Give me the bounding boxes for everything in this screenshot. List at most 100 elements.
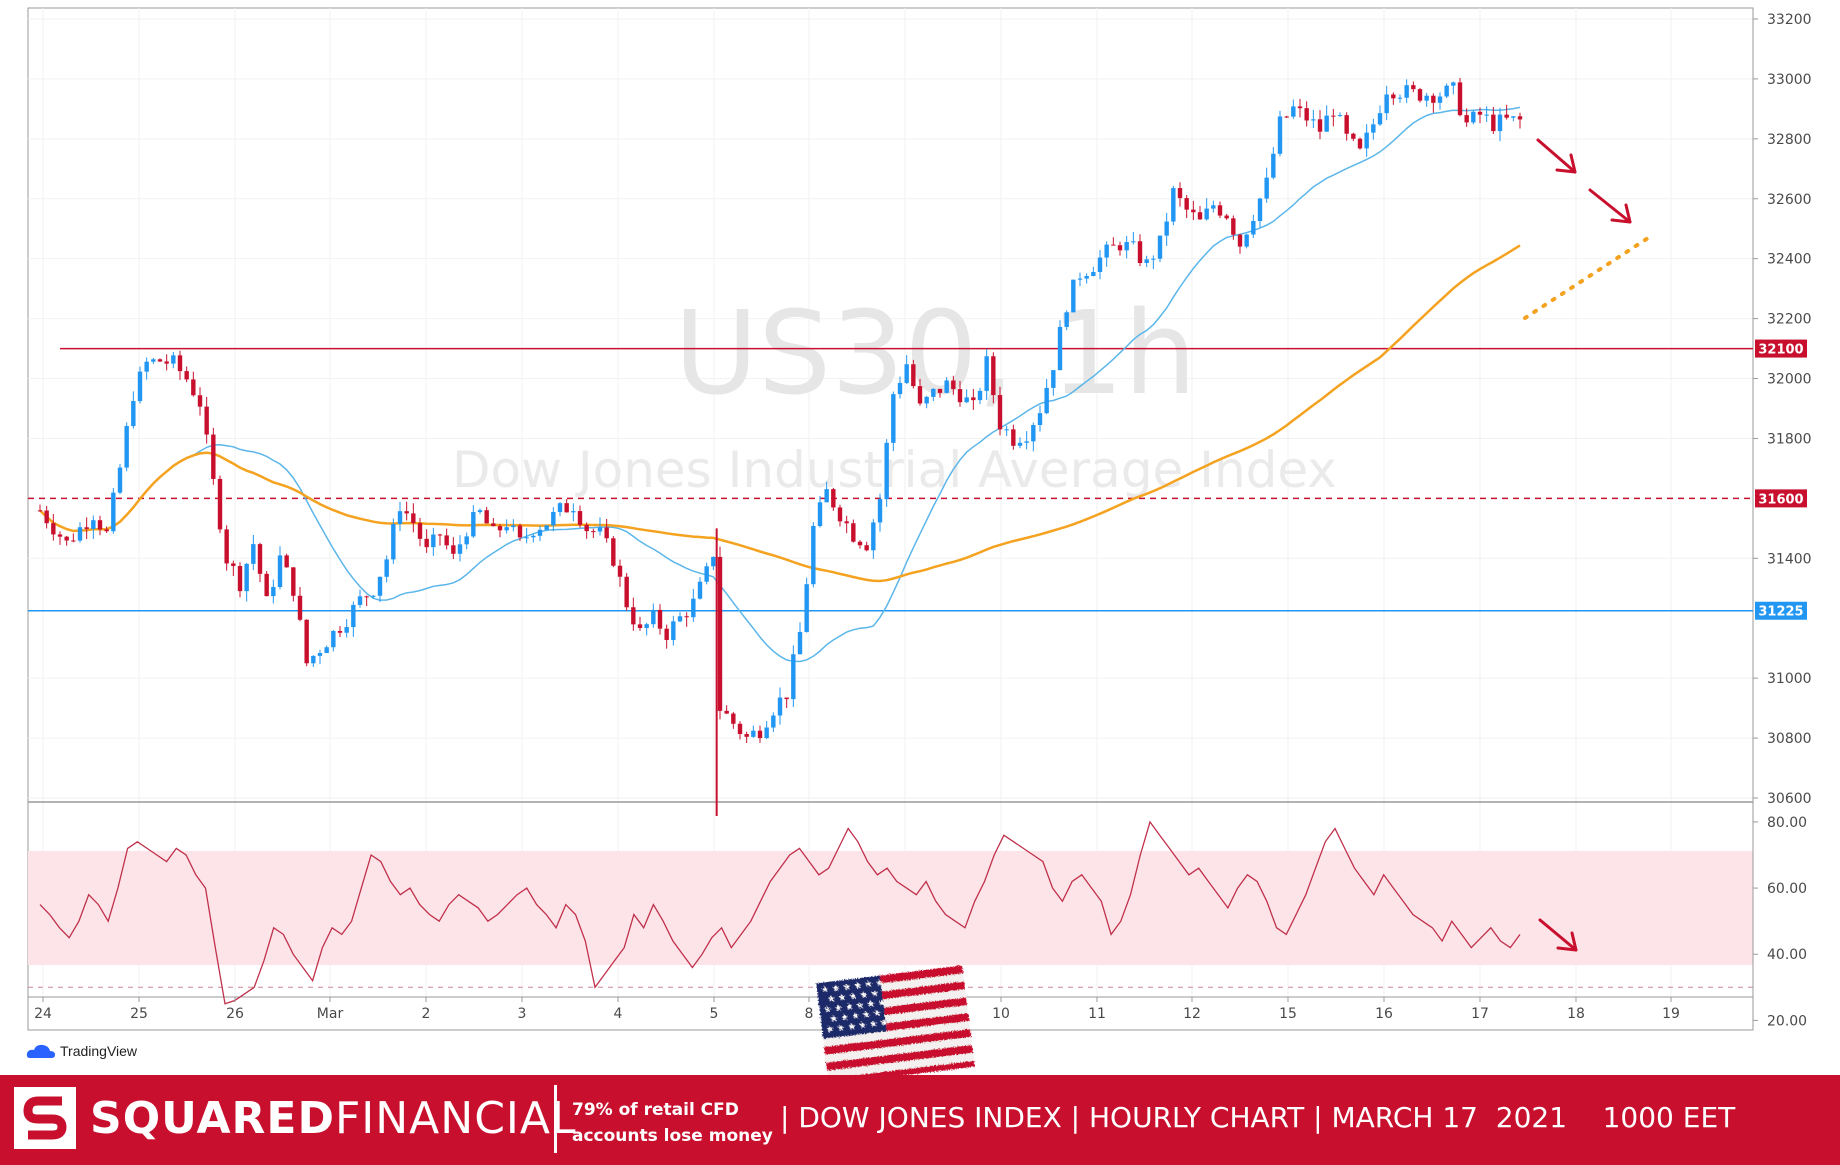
arrow-shaft bbox=[1536, 138, 1577, 174]
candle-body bbox=[1317, 119, 1323, 132]
time-tick-label: 4 bbox=[614, 1006, 623, 1022]
candle-body bbox=[257, 544, 263, 574]
level-tag-label: 32100 bbox=[1758, 343, 1803, 358]
candle-body bbox=[1311, 119, 1316, 121]
time-tick-label: Mar bbox=[317, 1006, 344, 1022]
arrow-head bbox=[1610, 203, 1632, 224]
risk-warning: 79% of retail CFD accounts lose money bbox=[572, 1097, 773, 1149]
candle-body bbox=[1404, 85, 1409, 98]
candle-body bbox=[1444, 85, 1449, 97]
candle-body bbox=[551, 512, 556, 526]
candle-body bbox=[317, 653, 323, 656]
candle-body bbox=[564, 503, 569, 513]
candle-body bbox=[177, 355, 183, 372]
moving-averages bbox=[39, 106, 1650, 663]
candle-body bbox=[71, 540, 76, 542]
candle-body bbox=[1197, 212, 1203, 220]
candle-body bbox=[391, 524, 396, 560]
candle-body bbox=[1457, 82, 1463, 116]
time-tick-label: 18 bbox=[1567, 1006, 1585, 1022]
candle-body bbox=[1517, 116, 1523, 120]
price-tick-label: 31800 bbox=[1767, 431, 1812, 447]
candle-body bbox=[1364, 132, 1369, 149]
arrow-head bbox=[1556, 931, 1578, 952]
candle-body bbox=[1224, 215, 1229, 219]
candle-body bbox=[591, 531, 596, 533]
candle-body bbox=[331, 630, 336, 648]
candle-body bbox=[1304, 108, 1309, 121]
tradingview-logo[interactable]: TradingView bbox=[26, 1040, 137, 1062]
price-tick-label: 32200 bbox=[1767, 312, 1812, 328]
candle-body bbox=[291, 567, 296, 596]
candle-body bbox=[831, 489, 836, 508]
candle-body bbox=[637, 624, 643, 628]
candle-body bbox=[1171, 188, 1176, 222]
candle-body bbox=[731, 713, 736, 724]
risk-line-1: 79% of retail CFD bbox=[572, 1100, 739, 1120]
candle-body bbox=[137, 371, 143, 402]
candle-body bbox=[424, 538, 429, 548]
time-tick-label: 19 bbox=[1662, 1006, 1680, 1022]
time-tick-label: 8 bbox=[805, 1006, 814, 1022]
candle-body bbox=[277, 555, 283, 587]
candle-body bbox=[111, 492, 116, 532]
candle-body bbox=[497, 526, 503, 531]
candle-body bbox=[1284, 116, 1289, 118]
down-arrow-icon bbox=[1536, 138, 1577, 174]
candle-body bbox=[224, 529, 229, 564]
candle-body bbox=[697, 581, 703, 599]
candle-body bbox=[1211, 205, 1216, 209]
candle-body bbox=[297, 595, 303, 620]
candle-body bbox=[271, 586, 276, 597]
candle-body bbox=[1131, 241, 1136, 243]
candle-body bbox=[1071, 279, 1076, 313]
candle-body bbox=[1031, 425, 1036, 442]
rsi-band bbox=[28, 851, 1753, 965]
candle-body bbox=[237, 566, 243, 592]
candle-body bbox=[1331, 115, 1336, 117]
candle-body bbox=[957, 389, 963, 403]
price-tick-label: 32000 bbox=[1767, 372, 1812, 388]
candle-body bbox=[77, 527, 83, 541]
arrow-shaft bbox=[1588, 188, 1632, 224]
candle-body bbox=[657, 609, 663, 629]
time-tick-label: 16 bbox=[1375, 1006, 1393, 1022]
candle-body bbox=[1091, 271, 1096, 277]
candle-body bbox=[1164, 221, 1169, 236]
candle-body bbox=[1391, 94, 1396, 99]
us-flag-icon: ★ ★ ★ ★ ★ ★ ★ ★ ★ ★ ★ ★ ★ ★ ★ ★ ★ ★ ★ ★ … bbox=[816, 965, 975, 1085]
candle-body bbox=[571, 511, 576, 513]
brand-name: SQUAREDFINANCIAL bbox=[90, 1093, 577, 1144]
time-tick-label: 10 bbox=[992, 1006, 1010, 1022]
candle-body bbox=[537, 529, 543, 536]
grid bbox=[28, 8, 1753, 997]
rsi-tick-label: 60.00 bbox=[1767, 881, 1807, 897]
candle-body bbox=[1144, 259, 1149, 264]
candle-body bbox=[1251, 221, 1256, 235]
candle-body bbox=[144, 361, 149, 372]
candle-body bbox=[1117, 245, 1123, 251]
candle-body bbox=[644, 624, 649, 628]
candle-body bbox=[1237, 234, 1243, 247]
candle-body bbox=[711, 556, 716, 567]
candle-body bbox=[1024, 441, 1029, 443]
candle-body bbox=[311, 655, 316, 664]
candle-body bbox=[357, 596, 363, 605]
risk-line-2: accounts lose money bbox=[572, 1126, 773, 1146]
time-tick-label: 17 bbox=[1471, 1006, 1489, 1022]
candle-body bbox=[104, 529, 109, 532]
candle-body bbox=[684, 616, 689, 618]
rsi bbox=[39, 820, 1521, 1005]
candle-body bbox=[1351, 133, 1356, 139]
candle-body bbox=[431, 534, 436, 548]
candle-body bbox=[524, 537, 529, 539]
candle-body bbox=[677, 616, 683, 622]
down-arrow-icon bbox=[1588, 188, 1632, 224]
candle-body bbox=[244, 563, 249, 592]
candle-body bbox=[1231, 218, 1236, 235]
candle-body bbox=[324, 647, 329, 654]
price-tick-label: 33200 bbox=[1767, 12, 1812, 28]
candle-body bbox=[651, 609, 656, 625]
time-tick-label: 12 bbox=[1183, 1006, 1201, 1022]
candle-body bbox=[504, 527, 509, 531]
